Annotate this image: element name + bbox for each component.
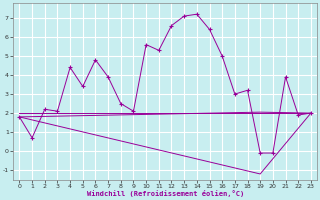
X-axis label: Windchill (Refroidissement éolien,°C): Windchill (Refroidissement éolien,°C): [86, 190, 244, 197]
